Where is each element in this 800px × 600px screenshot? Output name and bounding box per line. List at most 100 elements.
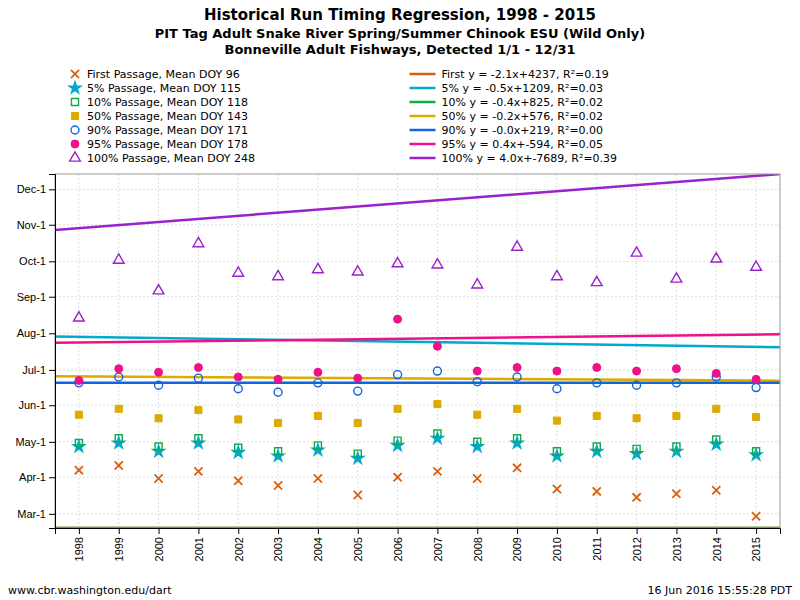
- legend-swatch: [410, 73, 436, 76]
- point: [392, 257, 403, 266]
- point: [394, 473, 402, 481]
- grid-line-x: [278, 174, 279, 528]
- point: [194, 374, 202, 382]
- point: [155, 381, 163, 389]
- grid-line-x: [317, 174, 318, 528]
- point: [513, 464, 521, 472]
- point: [194, 467, 202, 475]
- point: [472, 279, 483, 288]
- y-tick-mark: [49, 261, 55, 262]
- point: [75, 411, 82, 418]
- point: [553, 385, 561, 393]
- point: [673, 443, 680, 450]
- point: [553, 367, 561, 375]
- point: [469, 438, 485, 453]
- legend-label: 5% Passage, Mean DOY 115: [87, 82, 241, 95]
- point: [274, 375, 282, 383]
- point: [434, 430, 441, 437]
- point: [711, 253, 722, 262]
- x-tick: 2006: [392, 528, 404, 561]
- y-tick-label: Oct-1: [19, 255, 46, 267]
- x-tick: 1998: [73, 528, 85, 561]
- y-tick-mark: [49, 477, 55, 478]
- grid-line-x: [198, 174, 199, 528]
- y-tick-mark: [49, 333, 55, 334]
- grid-line-y: [55, 261, 780, 262]
- point: [513, 364, 521, 372]
- grid-line-y: [55, 513, 780, 514]
- point: [473, 378, 481, 386]
- footer-note: www.cbr.washington.edu/dart: [8, 584, 172, 597]
- x-axis: 1998199920002001200220032004200520062007…: [56, 528, 781, 561]
- point: [310, 442, 326, 457]
- point: [633, 381, 641, 389]
- point: [234, 477, 242, 485]
- point: [552, 270, 563, 279]
- point: [394, 371, 402, 379]
- x-tick: 2014: [711, 528, 723, 561]
- legend-label: 10% Passage, Mean DOY 118: [87, 96, 248, 109]
- y-tick: Mar-1: [17, 508, 55, 520]
- point: [549, 448, 565, 463]
- y-axis: Mar-1Apr-1May-1Jun-1Jul-1Aug-1Sep-1Oct-1…: [15, 175, 55, 529]
- trend-line: [55, 334, 780, 343]
- x-tick: 2009: [511, 528, 523, 561]
- legend-item: 90% y = -0.0x+219, R²=0.00: [410, 124, 604, 137]
- legend-swatch: [410, 87, 436, 90]
- point: [473, 474, 481, 482]
- legend-marker: [70, 152, 81, 161]
- point: [752, 384, 760, 392]
- point: [509, 435, 525, 450]
- grid-line-x: [118, 174, 119, 528]
- x-tick-label: 1998: [73, 537, 85, 561]
- point: [589, 443, 605, 458]
- x-tick-mark: [79, 528, 80, 534]
- x-tick: 2013: [671, 528, 683, 561]
- grid-line-y: [55, 189, 780, 190]
- y-tick-mark: [49, 442, 55, 443]
- x-tick: 2011: [591, 528, 603, 561]
- point: [748, 446, 764, 461]
- point: [593, 443, 600, 450]
- point: [753, 414, 760, 421]
- point: [270, 448, 286, 463]
- point: [153, 285, 164, 294]
- point: [275, 419, 282, 426]
- point: [115, 365, 123, 373]
- x-tick-mark: [676, 528, 677, 534]
- grid-line-y: [55, 296, 780, 297]
- point: [712, 369, 720, 377]
- point: [354, 387, 362, 395]
- grid-line-x: [238, 174, 239, 528]
- x-tick: 2004: [312, 528, 324, 561]
- title: Historical Run Timing Regression, 1998 -…: [204, 6, 596, 24]
- point: [432, 259, 443, 268]
- x-tick-label: 2002: [233, 537, 245, 561]
- x-tick: 2015: [750, 528, 762, 561]
- point: [514, 405, 521, 412]
- legend-label: 100% y = 4.0x+-7689, R²=0.39: [442, 152, 618, 165]
- x-tick-label: 2003: [272, 537, 284, 561]
- x-tick-mark: [756, 528, 757, 534]
- x-tick-mark: [278, 528, 279, 534]
- legend-item: 90% Passage, Mean DOY 171: [71, 124, 248, 137]
- legend-label: 100% Passage, Mean DOY 248: [87, 152, 255, 165]
- x-tick: 2012: [631, 528, 643, 561]
- grid: [55, 174, 780, 528]
- y-tick-label: Aug-1: [17, 327, 46, 339]
- point: [394, 437, 401, 444]
- x-tick: 2001: [193, 528, 205, 561]
- legend-label: 50% Passage, Mean DOY 143: [87, 110, 248, 123]
- point: [752, 375, 760, 383]
- point: [113, 254, 124, 263]
- y-axis-line: [49, 175, 56, 529]
- legend-item: 100% y = 4.0x+-7689, R²=0.39: [410, 152, 618, 165]
- point: [553, 448, 560, 455]
- y-tick-mark: [49, 405, 55, 406]
- x-tick-mark: [597, 528, 598, 534]
- x-tick: 2010: [551, 528, 563, 561]
- legend-swatch: [410, 129, 436, 132]
- y-tick: Jun-1: [18, 399, 55, 411]
- point: [354, 491, 362, 499]
- x-tick-label: 2005: [352, 537, 364, 561]
